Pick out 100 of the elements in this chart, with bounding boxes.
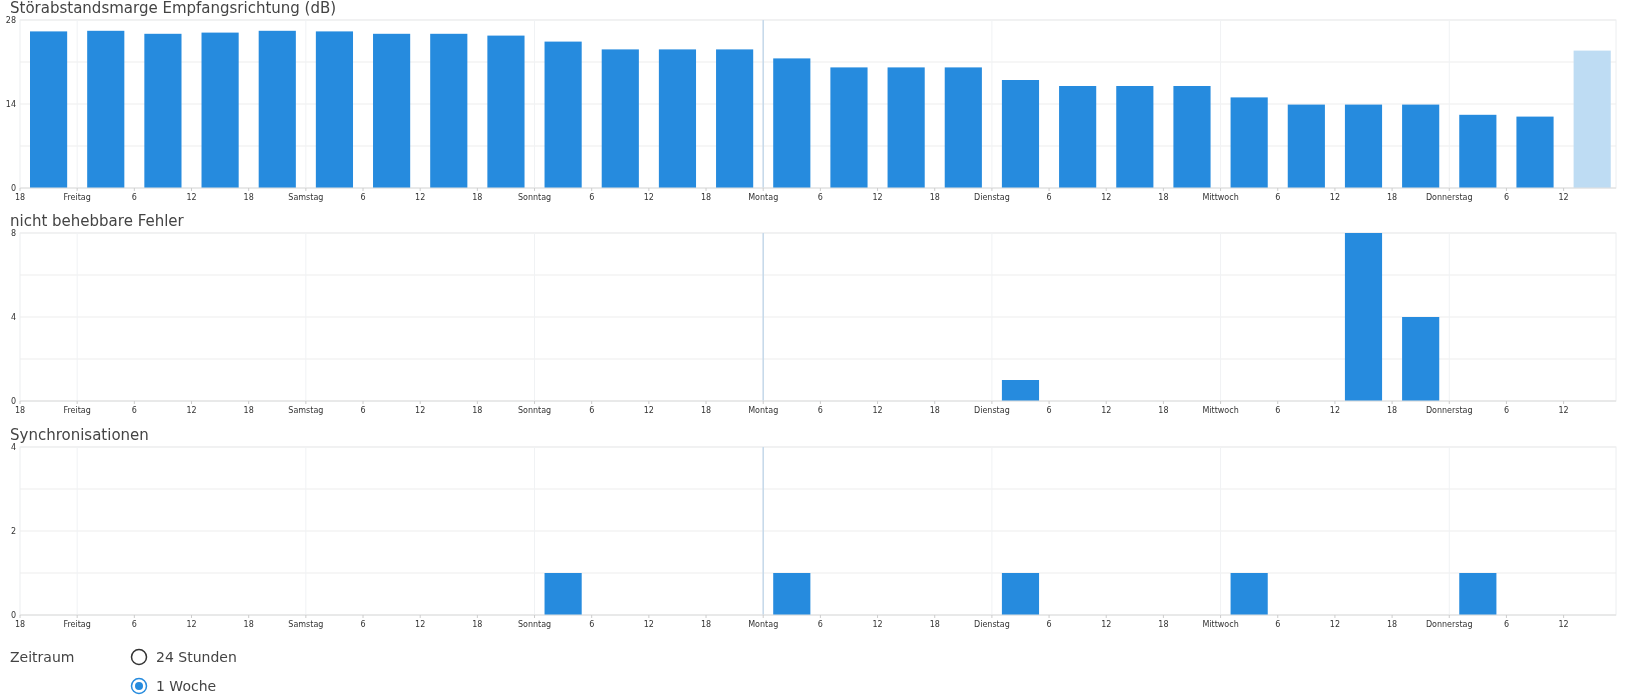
- x-tick-label: 12: [1101, 193, 1112, 202]
- text: Zeitraum: [10, 649, 75, 665]
- x-tick-label: 6: [1275, 620, 1281, 629]
- x-tick-label: 18: [700, 406, 712, 415]
- bar: [944, 67, 982, 188]
- x-tick-label: 18: [1386, 620, 1398, 629]
- x-tick-label: 12: [643, 620, 654, 629]
- x-tick-label: 18: [14, 193, 26, 202]
- bar: [716, 49, 754, 188]
- y-tick-label: 8: [10, 228, 16, 238]
- x-tick-label: 12: [1329, 193, 1341, 202]
- x-tick-label: 12: [872, 620, 883, 629]
- chart-title: nicht behebbare Fehler: [10, 212, 185, 230]
- x-tick-label: Mittwoch: [1202, 406, 1239, 415]
- x-tick-label: 18: [1386, 406, 1398, 415]
- x-tick-label: Donnerstag: [1425, 620, 1473, 629]
- x-tick-label: Dienstag: [974, 620, 1010, 629]
- x-tick-label: Freitag: [63, 620, 91, 629]
- x-tick-label: 12: [415, 406, 426, 415]
- bar: [1344, 233, 1383, 401]
- x-tick-label: 12: [1101, 406, 1112, 415]
- x-tick-label: Montag: [748, 406, 779, 415]
- x-tick-label: 12: [872, 406, 883, 415]
- x-tick-label: Freitag: [63, 406, 91, 415]
- x-tick-label: 18: [1158, 193, 1169, 202]
- x-tick-label: Montag: [748, 193, 779, 202]
- x-tick-label: 12: [643, 193, 654, 202]
- x-tick-label: 18: [929, 406, 940, 415]
- x-tick-label: 12: [872, 193, 883, 202]
- x-tick-label: 6: [1275, 193, 1281, 202]
- x-tick-label: 6: [1503, 406, 1509, 415]
- x-tick-label: 18: [243, 193, 254, 202]
- bar: [658, 49, 697, 188]
- x-tick-label: 6: [817, 193, 823, 202]
- bar: [430, 33, 468, 188]
- chart-title: Synchronisationen: [10, 426, 149, 444]
- text: 24 Stunden: [156, 649, 237, 665]
- x-tick-label: 6: [360, 193, 366, 202]
- bar: [87, 30, 125, 188]
- x-tick-label: 18: [472, 406, 483, 415]
- bar: [1230, 97, 1268, 188]
- x-tick-label: 12: [415, 193, 426, 202]
- y-tick-label: 4: [10, 442, 16, 452]
- x-tick-label: Donnerstag: [1425, 193, 1473, 202]
- x-tick-label: 12: [1101, 620, 1112, 629]
- bar: [144, 33, 182, 188]
- x-tick-label: 6: [1503, 193, 1509, 202]
- chart-title: Störabstandsmarge Empfangsrichtung (dB): [10, 0, 337, 17]
- x-tick-label: 12: [1558, 406, 1569, 415]
- x-tick-label: 12: [415, 620, 426, 629]
- text: 1 Woche: [156, 678, 217, 694]
- bar: [1573, 50, 1611, 188]
- y-tick-label: 4: [10, 312, 16, 322]
- x-tick-label: Dienstag: [974, 193, 1010, 202]
- bar: [487, 35, 525, 188]
- x-tick-label: 6: [131, 620, 137, 629]
- x-tick-label: 18: [472, 193, 483, 202]
- x-tick-label: Samstag: [288, 193, 324, 202]
- x-tick-label: Samstag: [288, 620, 324, 629]
- bar: [1059, 86, 1097, 188]
- x-tick-label: Montag: [748, 620, 779, 629]
- y-tick-label: 28: [5, 15, 16, 25]
- x-tick-label: Sonntag: [517, 620, 552, 629]
- x-tick-label: 6: [817, 406, 823, 415]
- x-tick-label: 12: [1558, 193, 1569, 202]
- x-tick-label: 18: [243, 406, 254, 415]
- bar: [601, 49, 639, 188]
- bar: [1459, 114, 1497, 188]
- x-tick-label: Samstag: [288, 406, 324, 415]
- x-tick-label: 12: [186, 620, 197, 629]
- x-tick-label: 12: [186, 193, 197, 202]
- x-tick-label: 6: [1046, 193, 1052, 202]
- x-tick-label: 6: [589, 406, 595, 415]
- x-tick-label: 18: [472, 620, 483, 629]
- x-tick-label: 12: [1329, 620, 1341, 629]
- bar: [201, 32, 239, 188]
- x-tick-label: 12: [1329, 406, 1341, 415]
- x-tick-label: 18: [14, 620, 26, 629]
- bar: [1516, 116, 1554, 188]
- x-tick-label: Sonntag: [517, 193, 552, 202]
- x-tick-label: 18: [700, 193, 712, 202]
- x-tick-label: Mittwoch: [1202, 620, 1239, 629]
- bar: [830, 67, 868, 188]
- y-tick-label: 2: [10, 526, 16, 536]
- x-tick-label: 18: [929, 193, 940, 202]
- bar: [1173, 86, 1211, 188]
- x-tick-label: 6: [589, 193, 595, 202]
- bar: [1116, 86, 1154, 188]
- bar: [1402, 104, 1440, 188]
- bar: [1001, 380, 1040, 401]
- x-tick-label: Donnerstag: [1425, 406, 1473, 415]
- x-tick-label: 6: [131, 193, 137, 202]
- x-tick-label: Mittwoch: [1202, 193, 1239, 202]
- x-tick-label: 12: [1558, 620, 1569, 629]
- x-tick-label: 12: [186, 406, 197, 415]
- x-tick-label: 6: [1046, 620, 1052, 629]
- x-tick-label: 18: [929, 620, 940, 629]
- x-tick-label: 6: [131, 406, 137, 415]
- x-tick-label: 12: [643, 406, 654, 415]
- x-tick-label: Dienstag: [974, 406, 1010, 415]
